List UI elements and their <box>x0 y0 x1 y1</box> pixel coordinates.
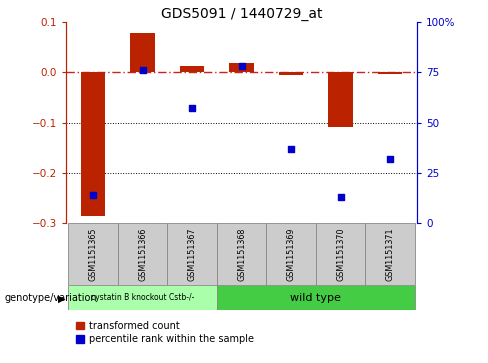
Point <box>188 106 196 111</box>
Bar <box>328 72 353 127</box>
Point <box>337 194 345 200</box>
Text: GSM1151368: GSM1151368 <box>237 227 246 281</box>
Bar <box>378 72 403 74</box>
Point <box>238 63 245 69</box>
Title: GDS5091 / 1440729_at: GDS5091 / 1440729_at <box>161 7 322 21</box>
Bar <box>229 63 254 72</box>
FancyBboxPatch shape <box>266 223 316 285</box>
Text: GSM1151369: GSM1151369 <box>286 227 296 281</box>
Bar <box>180 66 204 72</box>
Point <box>287 146 295 152</box>
Text: GSM1151365: GSM1151365 <box>89 227 98 281</box>
Point <box>89 192 97 198</box>
Text: ▶: ▶ <box>58 293 66 303</box>
Bar <box>81 72 105 216</box>
Text: GSM1151367: GSM1151367 <box>187 227 197 281</box>
Bar <box>279 72 304 75</box>
Legend: transformed count, percentile rank within the sample: transformed count, percentile rank withi… <box>74 319 256 346</box>
FancyBboxPatch shape <box>366 223 415 285</box>
Bar <box>130 33 155 72</box>
Text: GSM1151371: GSM1151371 <box>386 227 394 281</box>
FancyBboxPatch shape <box>167 223 217 285</box>
Text: wild type: wild type <box>290 293 341 303</box>
Text: GSM1151370: GSM1151370 <box>336 227 345 281</box>
FancyBboxPatch shape <box>217 285 415 310</box>
FancyBboxPatch shape <box>316 223 366 285</box>
FancyBboxPatch shape <box>217 223 266 285</box>
Text: cystatin B knockout Cstb-/-: cystatin B knockout Cstb-/- <box>91 293 194 302</box>
Point <box>386 156 394 162</box>
FancyBboxPatch shape <box>68 223 118 285</box>
Point <box>139 67 146 73</box>
Text: GSM1151366: GSM1151366 <box>138 227 147 281</box>
Text: genotype/variation: genotype/variation <box>5 293 98 303</box>
FancyBboxPatch shape <box>68 285 217 310</box>
FancyBboxPatch shape <box>118 223 167 285</box>
